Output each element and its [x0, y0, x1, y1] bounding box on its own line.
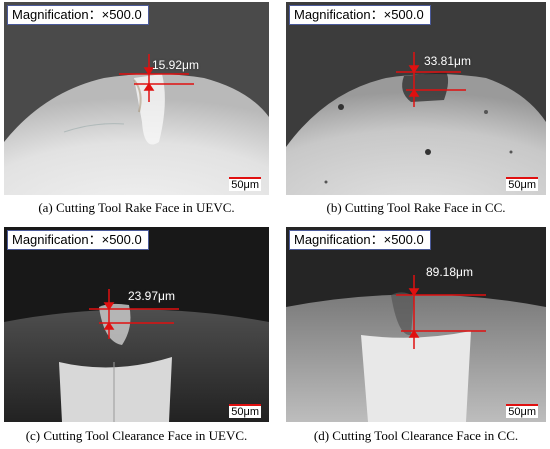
- micrograph-d: Magnification：×500.0 89.18μm 50μm: [286, 227, 546, 422]
- clearance-face-uevc-image: [4, 227, 269, 422]
- rake-face-cc-image: [286, 2, 546, 195]
- micrograph-a: Magnification：×500.0 15.92μm 50μm: [4, 2, 269, 195]
- measurement-label: 23.97μm: [128, 289, 175, 303]
- scale-bar: 50μm: [506, 404, 538, 418]
- caption-b: (b) Cutting Tool Rake Face in CC.: [326, 200, 506, 215]
- measurement-label: 89.18μm: [426, 265, 473, 279]
- caption-d: (d) Cutting Tool Clearance Face in CC.: [313, 428, 519, 443]
- caption-c: (c) Cutting Tool Clearance Face in UEVC.: [25, 428, 248, 443]
- micrograph-c: Magnification：×500.0 23.97μm 50μm: [4, 227, 269, 422]
- magnification-label: Magnification：×500.0: [7, 5, 149, 25]
- scale-bar: 50μm: [229, 177, 261, 191]
- magnification-label: Magnification：×500.0: [7, 230, 149, 250]
- micrograph-b: Magnification：×500.0 33.81μm 50μm: [286, 2, 546, 195]
- scale-bar: 50μm: [506, 177, 538, 191]
- scale-bar: 50μm: [229, 404, 261, 418]
- clearance-face-cc-image: [286, 227, 546, 422]
- caption-a: (a) Cutting Tool Rake Face in UEVC.: [38, 200, 235, 215]
- measurement-label: 33.81μm: [424, 54, 471, 68]
- rake-face-uevc-image: [4, 2, 269, 195]
- measurement-label: 15.92μm: [152, 58, 199, 72]
- magnification-label: Magnification：×500.0: [289, 5, 431, 25]
- magnification-label: Magnification：×500.0: [289, 230, 431, 250]
